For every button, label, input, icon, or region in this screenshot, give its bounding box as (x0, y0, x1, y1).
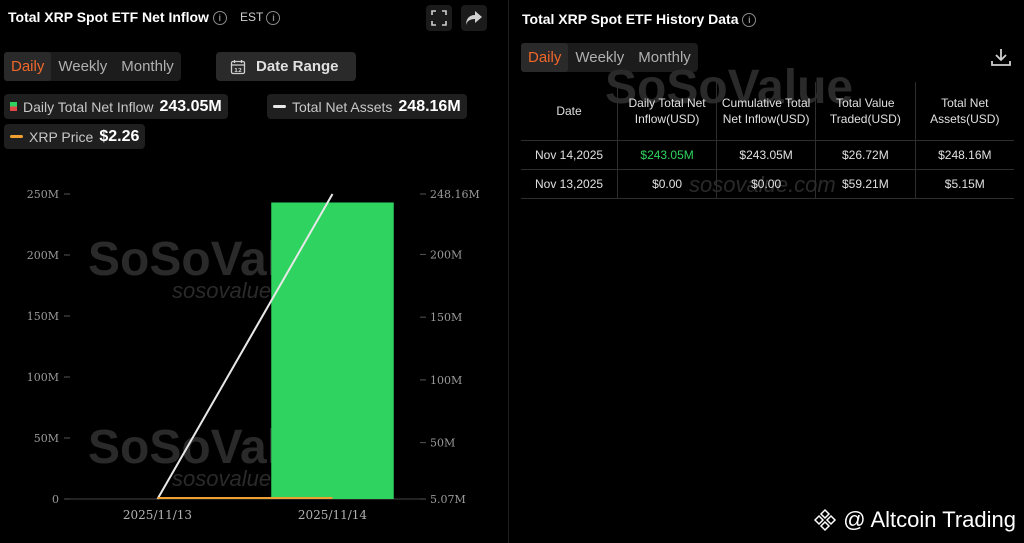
legend-price[interactable]: XRP Price $2.26 (4, 124, 146, 149)
column-header-cumulative-inflow[interactable]: Cumulative Total Net Inflow(USD) (716, 82, 817, 141)
right-axis-tick-label: 248.16M (430, 188, 480, 201)
expand-icon (431, 10, 447, 26)
timezone-selector[interactable]: EST i (240, 10, 281, 25)
tab-weekly[interactable]: Weekly (575, 49, 625, 66)
column-header-value-traded[interactable]: Total Value Traded(USD) (815, 82, 916, 141)
chart-title-row: Total XRP Spot ETF Net Inflow i (8, 9, 227, 26)
history-title: Total XRP Spot ETF History Data (522, 11, 739, 27)
right-axis-tick-label: 50M (430, 437, 455, 450)
left-axis-tick-label: 200M (27, 249, 59, 262)
fullscreen-button[interactable] (426, 5, 452, 31)
column-header-net-assets[interactable]: Total Net Assets(USD) (915, 82, 1014, 141)
diamond-logo-icon (814, 508, 837, 532)
cell-daily-inflow: $0.00 (617, 169, 718, 199)
chart-title: Total XRP Spot ETF Net Inflow (8, 9, 209, 25)
calendar-icon-text: 12 (234, 68, 242, 74)
brand-badge: @ Altcoin Trading (813, 507, 1016, 533)
download-button[interactable] (990, 47, 1012, 72)
share-button[interactable] (461, 5, 487, 31)
date-range-label: Date Range (256, 58, 339, 75)
legend-assets[interactable]: Total Net Assets 248.16M (267, 94, 467, 119)
cell-net-assets: $248.16M (915, 140, 1014, 170)
history-table: Date Daily Total Net Inflow(USD) Cumulat… (521, 82, 1014, 199)
timezone-label: EST (240, 10, 264, 24)
x-axis-tick-label: 2025/11/14 (298, 508, 368, 522)
left-axis-tick-label: 250M (27, 188, 59, 201)
column-header-daily-inflow[interactable]: Daily Total Net Inflow(USD) (617, 82, 718, 141)
cell-cumulative-inflow: $243.05M (716, 140, 817, 170)
cell-value-traded: $26.72M (815, 140, 916, 170)
tab-monthly[interactable]: Monthly (121, 58, 174, 75)
inflow-chart: 0 50M 100M 150M 200M 250M 5.07M 50M 100M 150M 200M… (27, 188, 480, 522)
left-axis-tick-label: 100M (27, 371, 59, 384)
legend-price-value: $2.26 (99, 127, 140, 145)
legend-inflow-label: Daily Total Net Inflow (23, 98, 154, 115)
history-panel: Total XRP Spot ETF History Data i Daily … (509, 0, 1024, 543)
right-axis-tick-label: 200M (430, 248, 462, 261)
price-swatch (10, 135, 23, 138)
cell-cumulative-inflow: $0.00 (716, 169, 817, 199)
column-header-date[interactable]: Date (521, 82, 619, 141)
table-header-row: Date Daily Total Net Inflow(USD) Cumulat… (521, 82, 1014, 141)
cell-date: Nov 14,2025 (521, 140, 619, 170)
info-icon[interactable]: i (266, 10, 281, 25)
legend-inflow[interactable]: Daily Total Net Inflow 243.05M (4, 94, 228, 119)
cell-date: Nov 13,2025 (521, 169, 619, 199)
period-tabs: Daily Weekly Monthly (4, 52, 181, 81)
history-title-row: Total XRP Spot ETF History Data i (522, 11, 757, 28)
tab-daily[interactable]: Daily (4, 52, 52, 81)
tab-weekly[interactable]: Weekly (58, 58, 108, 75)
right-axis-tick-label: 5.07M (430, 493, 466, 506)
panel-divider (508, 0, 509, 543)
inflow-bar (271, 202, 394, 499)
right-axis-tick-label: 100M (430, 374, 462, 387)
history-period-tabs: Daily Weekly Monthly (521, 43, 698, 72)
legend-inflow-value: 243.05M (159, 97, 222, 115)
legend-assets-label: Total Net Assets (292, 98, 393, 115)
calendar-icon: 12 (230, 59, 246, 74)
table-row: Nov 14,2025 $243.05M $243.05M $26.72M $2… (521, 140, 1014, 170)
cell-value-traded: $59.21M (815, 169, 916, 199)
info-icon[interactable]: i (742, 13, 757, 28)
right-axis-tick-label: 150M (430, 311, 462, 324)
table-row: Nov 13,2025 $0.00 $0.00 $59.21M $5.15M (521, 169, 1014, 199)
cell-daily-inflow: $243.05M (617, 140, 718, 170)
left-axis-tick-label: 50M (34, 432, 59, 445)
inflow-swatch (10, 102, 17, 111)
info-icon[interactable]: i (212, 11, 227, 26)
legend-assets-value: 248.16M (398, 97, 461, 115)
brand-text: @ Altcoin Trading (843, 507, 1016, 532)
tab-daily[interactable]: Daily (521, 43, 569, 72)
net-inflow-panel: Total XRP Spot ETF Net Inflow i EST i Da… (0, 0, 508, 543)
tab-monthly[interactable]: Monthly (638, 49, 691, 66)
x-axis-tick-label: 2025/11/13 (123, 508, 192, 522)
assets-swatch (273, 105, 286, 108)
net-assets-line (156, 193, 334, 500)
share-arrow-icon (466, 11, 482, 25)
legend-price-label: XRP Price (29, 128, 94, 145)
left-axis-tick-label: 0 (52, 493, 59, 506)
left-axis-tick-label: 150M (27, 310, 59, 323)
download-icon (991, 49, 1011, 66)
cell-net-assets: $5.15M (915, 169, 1014, 199)
date-range-button[interactable]: 12 Date Range (216, 52, 356, 81)
